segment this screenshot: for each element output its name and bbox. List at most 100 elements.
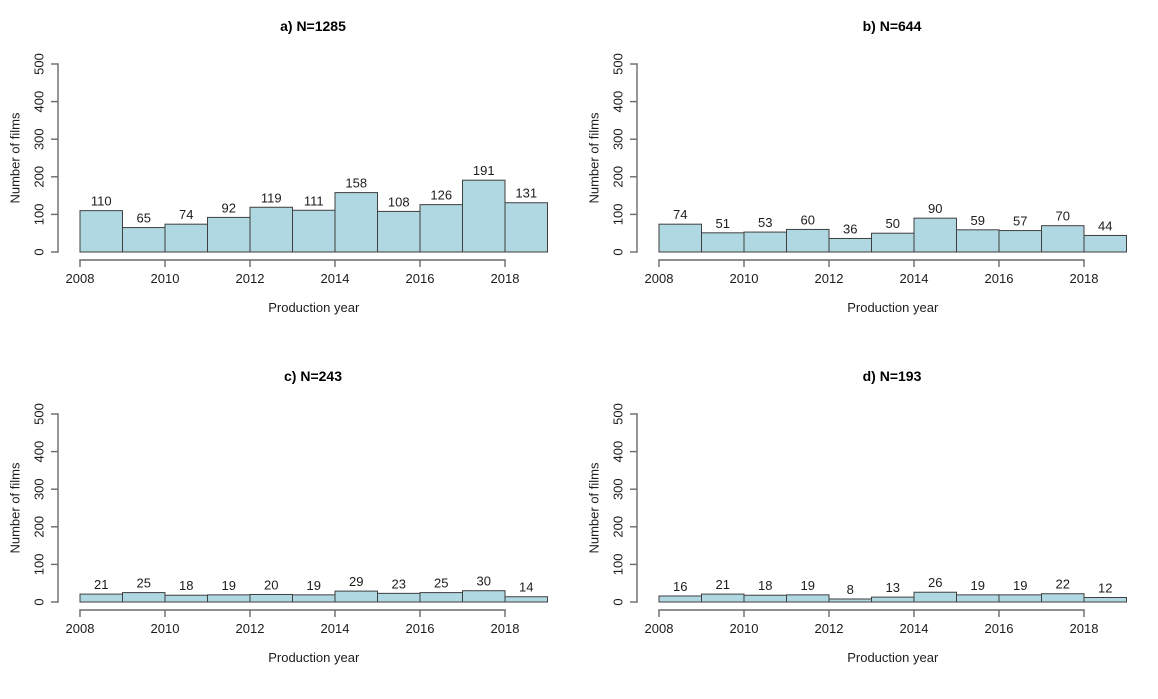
histogram-bar — [913, 591, 957, 603]
bar-value-label: 25 — [434, 576, 448, 591]
histogram-bar — [462, 179, 506, 253]
bar-value-label: 111 — [304, 193, 324, 208]
y-tick-label: 400 — [611, 91, 626, 113]
histogram-bar — [828, 598, 872, 603]
histogram-bar — [828, 237, 872, 253]
histogram-bar — [79, 593, 123, 603]
bar-value-label: 23 — [392, 576, 406, 591]
x-tick-label: 2018 — [491, 271, 520, 286]
histogram-bar — [658, 595, 702, 603]
histogram-bar — [998, 230, 1042, 253]
x-tick-label: 2012 — [815, 621, 844, 636]
x-tick-label: 2012 — [815, 271, 844, 286]
histogram-bar — [207, 594, 251, 603]
y-tick-label: 300 — [611, 128, 626, 150]
bar-value-label: 74 — [673, 207, 687, 222]
bar-value-label: 19 — [222, 578, 236, 593]
bar-value-label: 18 — [758, 578, 772, 593]
x-tick-label: 2008 — [645, 621, 674, 636]
x-tick-label: 2014 — [321, 271, 350, 286]
bar-value-label: 126 — [430, 188, 452, 203]
x-tick-label: 2010 — [730, 271, 759, 286]
bar-value-label: 108 — [388, 194, 410, 209]
bar-value-label: 65 — [137, 211, 151, 226]
x-tick-label: 2018 — [1070, 271, 1099, 286]
x-tick-label: 2016 — [406, 271, 435, 286]
bar-value-label: 16 — [673, 579, 687, 594]
bar-value-label: 20 — [264, 577, 278, 592]
y-tick-label: 300 — [32, 128, 47, 150]
histogram-bar — [1041, 225, 1085, 253]
y-tick-label: 500 — [32, 403, 47, 425]
bar-value-label: 44 — [1098, 218, 1112, 233]
x-tick-label: 2014 — [321, 621, 350, 636]
bar-value-label: 57 — [1013, 214, 1027, 229]
x-tick-label: 2016 — [985, 621, 1014, 636]
bar-value-label: 110 — [91, 194, 112, 209]
histogram-bar — [249, 206, 293, 253]
histogram-bar — [504, 596, 548, 603]
bar-value-label: 19 — [1013, 578, 1027, 593]
histogram-bar — [998, 594, 1042, 603]
x-tick-label: 2008 — [645, 271, 674, 286]
x-tick-label: 2016 — [406, 621, 435, 636]
histogram-bar — [292, 209, 336, 253]
y-tick-label: 500 — [611, 53, 626, 75]
bar-value-label: 30 — [477, 574, 491, 589]
histogram-bar — [786, 594, 830, 603]
x-tick-label: 2018 — [491, 621, 520, 636]
bar-value-label: 19 — [307, 578, 321, 593]
y-tick-label: 100 — [32, 204, 47, 226]
y-tick-label: 100 — [611, 204, 626, 226]
histogram-bar — [292, 594, 336, 603]
y-axis-title: Number of films — [587, 112, 602, 204]
y-tick-label: 100 — [32, 554, 47, 576]
y-axis-title: Number of films — [587, 462, 602, 554]
bar-value-label: 26 — [928, 575, 942, 590]
bar-value-label: 53 — [758, 215, 772, 230]
chart-panel-b: b) N=644 0 100 200 300 400 500 Number of films 2… — [579, 0, 1158, 349]
bar-value-label: 131 — [515, 186, 537, 201]
chart-panel-c: c) N=243 0 100 200 300 400 500 Number of films 2… — [0, 350, 579, 699]
y-tick-label: 400 — [32, 441, 47, 463]
histogram-bar — [956, 594, 1000, 603]
bar-value-label: 21 — [94, 577, 108, 592]
histogram-bar — [1041, 593, 1085, 603]
bar-value-label: 13 — [886, 580, 900, 595]
x-tick-label: 2014 — [900, 271, 929, 286]
histogram-bar — [1083, 596, 1127, 603]
histogram-bar — [122, 227, 166, 253]
y-tick-label: 400 — [611, 441, 626, 463]
y-tick-label: 300 — [611, 478, 626, 500]
histogram-bar — [377, 210, 421, 253]
x-tick-label: 2018 — [1070, 621, 1099, 636]
y-axis-title: Number of films — [8, 112, 23, 204]
bar-value-label: 92 — [222, 200, 236, 215]
bar-value-label: 19 — [801, 578, 815, 593]
bar-value-label: 51 — [716, 216, 730, 231]
chart-panel-a: a) N=1285 0 100 200 300 400 500 Number of films… — [0, 0, 579, 349]
y-tick-label: 500 — [611, 403, 626, 425]
histogram-bar — [334, 192, 378, 253]
y-tick-label: 0 — [32, 598, 47, 605]
histogram-bar — [419, 592, 463, 603]
histogram-bar — [871, 232, 915, 253]
x-tick-label: 2016 — [985, 271, 1014, 286]
histogram-bar — [743, 231, 787, 253]
histogram-bar — [504, 202, 548, 253]
x-tick-label: 2010 — [730, 621, 759, 636]
chart-title: d) N=193 — [863, 368, 922, 384]
x-tick-label: 2008 — [66, 621, 95, 636]
histogram-bar — [786, 228, 830, 253]
bar-value-label: 191 — [473, 163, 495, 178]
x-axis-title: Production year — [268, 300, 360, 315]
chart-title: b) N=644 — [863, 18, 922, 34]
histogram-bar — [164, 223, 208, 253]
y-tick-label: 200 — [32, 516, 47, 538]
bar-value-label: 22 — [1056, 577, 1070, 592]
histogram-bar — [658, 223, 702, 253]
bar-value-label: 50 — [886, 216, 900, 231]
bar-value-label: 36 — [843, 221, 857, 236]
chart-panel-d: d) N=193 0 100 200 300 400 500 Number of films 2… — [579, 350, 1158, 699]
y-tick-label: 0 — [611, 598, 626, 605]
